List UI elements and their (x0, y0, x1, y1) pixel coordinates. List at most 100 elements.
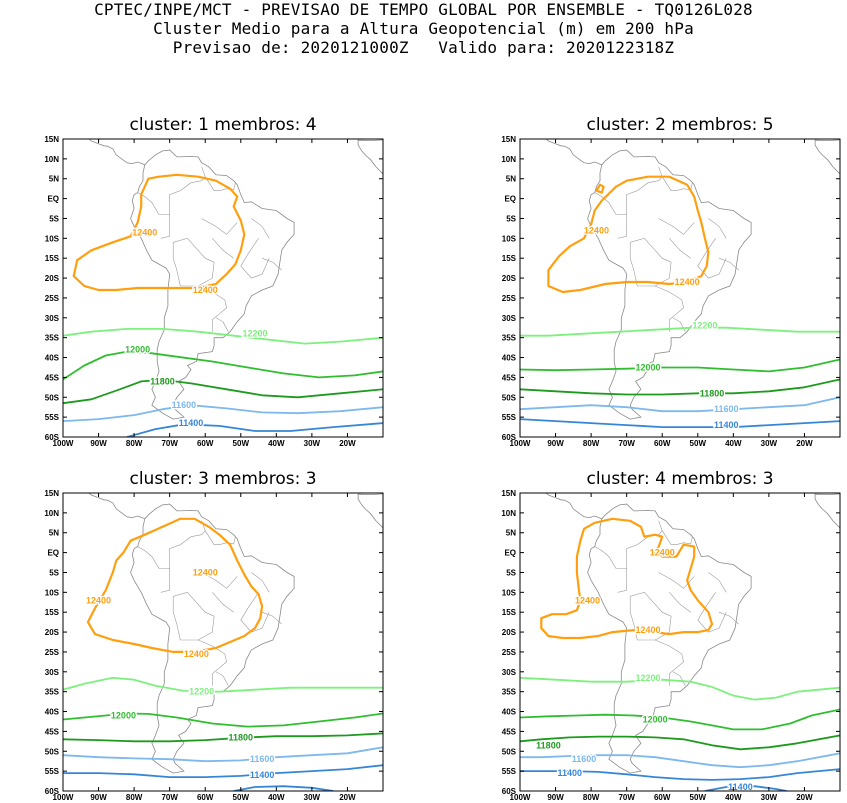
contour-12200 (63, 328, 383, 345)
contour-11600 (63, 746, 383, 763)
country-border (169, 190, 181, 215)
country-border (201, 572, 238, 589)
contour-11800 (63, 732, 383, 743)
map-content: 12400 12400 12400 12200 12000 11800 11600 11400 (63, 493, 383, 791)
contour-label: 11400 (250, 770, 275, 780)
country-border (204, 176, 236, 191)
lat-label: EQ (504, 195, 516, 204)
lon-label: 40W (268, 439, 285, 448)
country-border (718, 611, 739, 625)
country-border (697, 238, 727, 279)
country-border (240, 592, 270, 633)
lat-label: 5N (49, 529, 59, 538)
contour-label: 11600 (250, 754, 275, 764)
contour-11600 (63, 404, 383, 422)
contour-label: 12400 (193, 285, 218, 295)
country-border (212, 238, 234, 259)
lat-label: 15N (501, 489, 516, 498)
contour-label: 12000 (125, 345, 150, 355)
lat-label: 10N (44, 509, 59, 518)
country-border (180, 520, 206, 545)
contour-12400 (540, 517, 714, 640)
lat-label: EQ (47, 549, 59, 558)
coastline-africa (814, 139, 840, 175)
lon-label: 50W (233, 793, 250, 802)
contour-11400 (126, 422, 383, 437)
contour-11600 (520, 396, 840, 413)
country-border (654, 639, 684, 686)
coastline-central-america (88, 493, 145, 520)
country-border (197, 639, 227, 686)
lat-label: 50S (45, 747, 60, 756)
lon-label: 80W (126, 439, 143, 448)
lat-label: 45S (502, 373, 517, 382)
lat-label: 45S (45, 727, 60, 736)
lat-label: 55S (45, 413, 60, 422)
lon-label: 70W (618, 793, 635, 802)
map-content: 12400 12400 12200 12000 11800 11600 11400 (63, 139, 383, 437)
contour-12400 (547, 175, 710, 294)
coastline-south-america (587, 149, 752, 420)
lat-label: 55S (45, 767, 60, 776)
contour-label: 11400 (714, 420, 739, 430)
lon-label: 70W (161, 439, 178, 448)
lat-label: 50S (45, 393, 60, 402)
map-frame (519, 492, 841, 792)
country-border (204, 530, 236, 545)
country-border (672, 671, 686, 686)
lat-label: 10S (502, 588, 517, 597)
contour-label: 11400 (179, 418, 204, 428)
contour-label: 11800 (150, 376, 175, 386)
lon-label: 60W (654, 439, 671, 448)
country-border (197, 285, 227, 332)
header-dates: Previsao de: 2020121000Z Valido para: 20… (172, 38, 675, 57)
panel-title: cluster: 3 membros: 3 (129, 469, 316, 489)
contour-11400 (520, 768, 840, 781)
country-border (173, 237, 215, 287)
lat-label: 5S (49, 214, 59, 223)
lat-label: 20S (502, 274, 517, 283)
lon-label: 80W (126, 793, 143, 802)
lat-label: 50S (502, 747, 517, 756)
contour-11400 (63, 764, 383, 778)
country-border (661, 176, 693, 191)
figure-header: CPTEC/INPE/MCT - PREVISAO DE TEMPO GLOBA… (0, 0, 847, 57)
lat-label: 5N (49, 175, 59, 184)
lat-label: 55S (502, 767, 517, 776)
lat-label: 30S (45, 668, 60, 677)
contour-12400 (595, 183, 605, 194)
contour-label: 12000 (111, 711, 136, 721)
contour-label: 12200 (692, 321, 717, 331)
contour-label: 11800 (700, 388, 725, 398)
coastline-africa (357, 139, 383, 175)
lon-label: 20W (796, 793, 813, 802)
lon-label: 40W (268, 793, 285, 802)
header-title: CPTEC/INPE/MCT - PREVISAO DE TEMPO GLOBA… (94, 0, 753, 19)
contour-label: 12400 (635, 625, 660, 635)
lat-label: 60S (45, 433, 60, 442)
map-frame (62, 492, 384, 792)
contour-12000 (520, 358, 840, 373)
lat-label: 5N (506, 529, 516, 538)
lat-label: 40S (45, 708, 60, 717)
country-border (261, 257, 282, 271)
lat-label: 35S (502, 334, 517, 343)
lon-label: 100W (53, 439, 74, 448)
contour-label: 12400 (86, 595, 111, 605)
contour-label: 12400 (193, 567, 218, 577)
lat-label: 40S (502, 708, 517, 717)
lon-label: 70W (161, 793, 178, 802)
lat-label: 15S (45, 254, 60, 263)
contour-label: 11400 (728, 782, 753, 792)
contour-label: 12200 (635, 673, 660, 683)
lat-label: 45S (502, 727, 517, 736)
country-border (616, 568, 627, 593)
lat-label: 10S (45, 234, 60, 243)
contour-label: 11600 (172, 400, 197, 410)
coastline-central-america (88, 139, 145, 166)
lat-label: 10N (501, 155, 516, 164)
lat-label: EQ (47, 195, 59, 204)
lon-label: 50W (233, 439, 250, 448)
lon-label: 30W (761, 439, 778, 448)
lat-label: 30S (502, 668, 517, 677)
